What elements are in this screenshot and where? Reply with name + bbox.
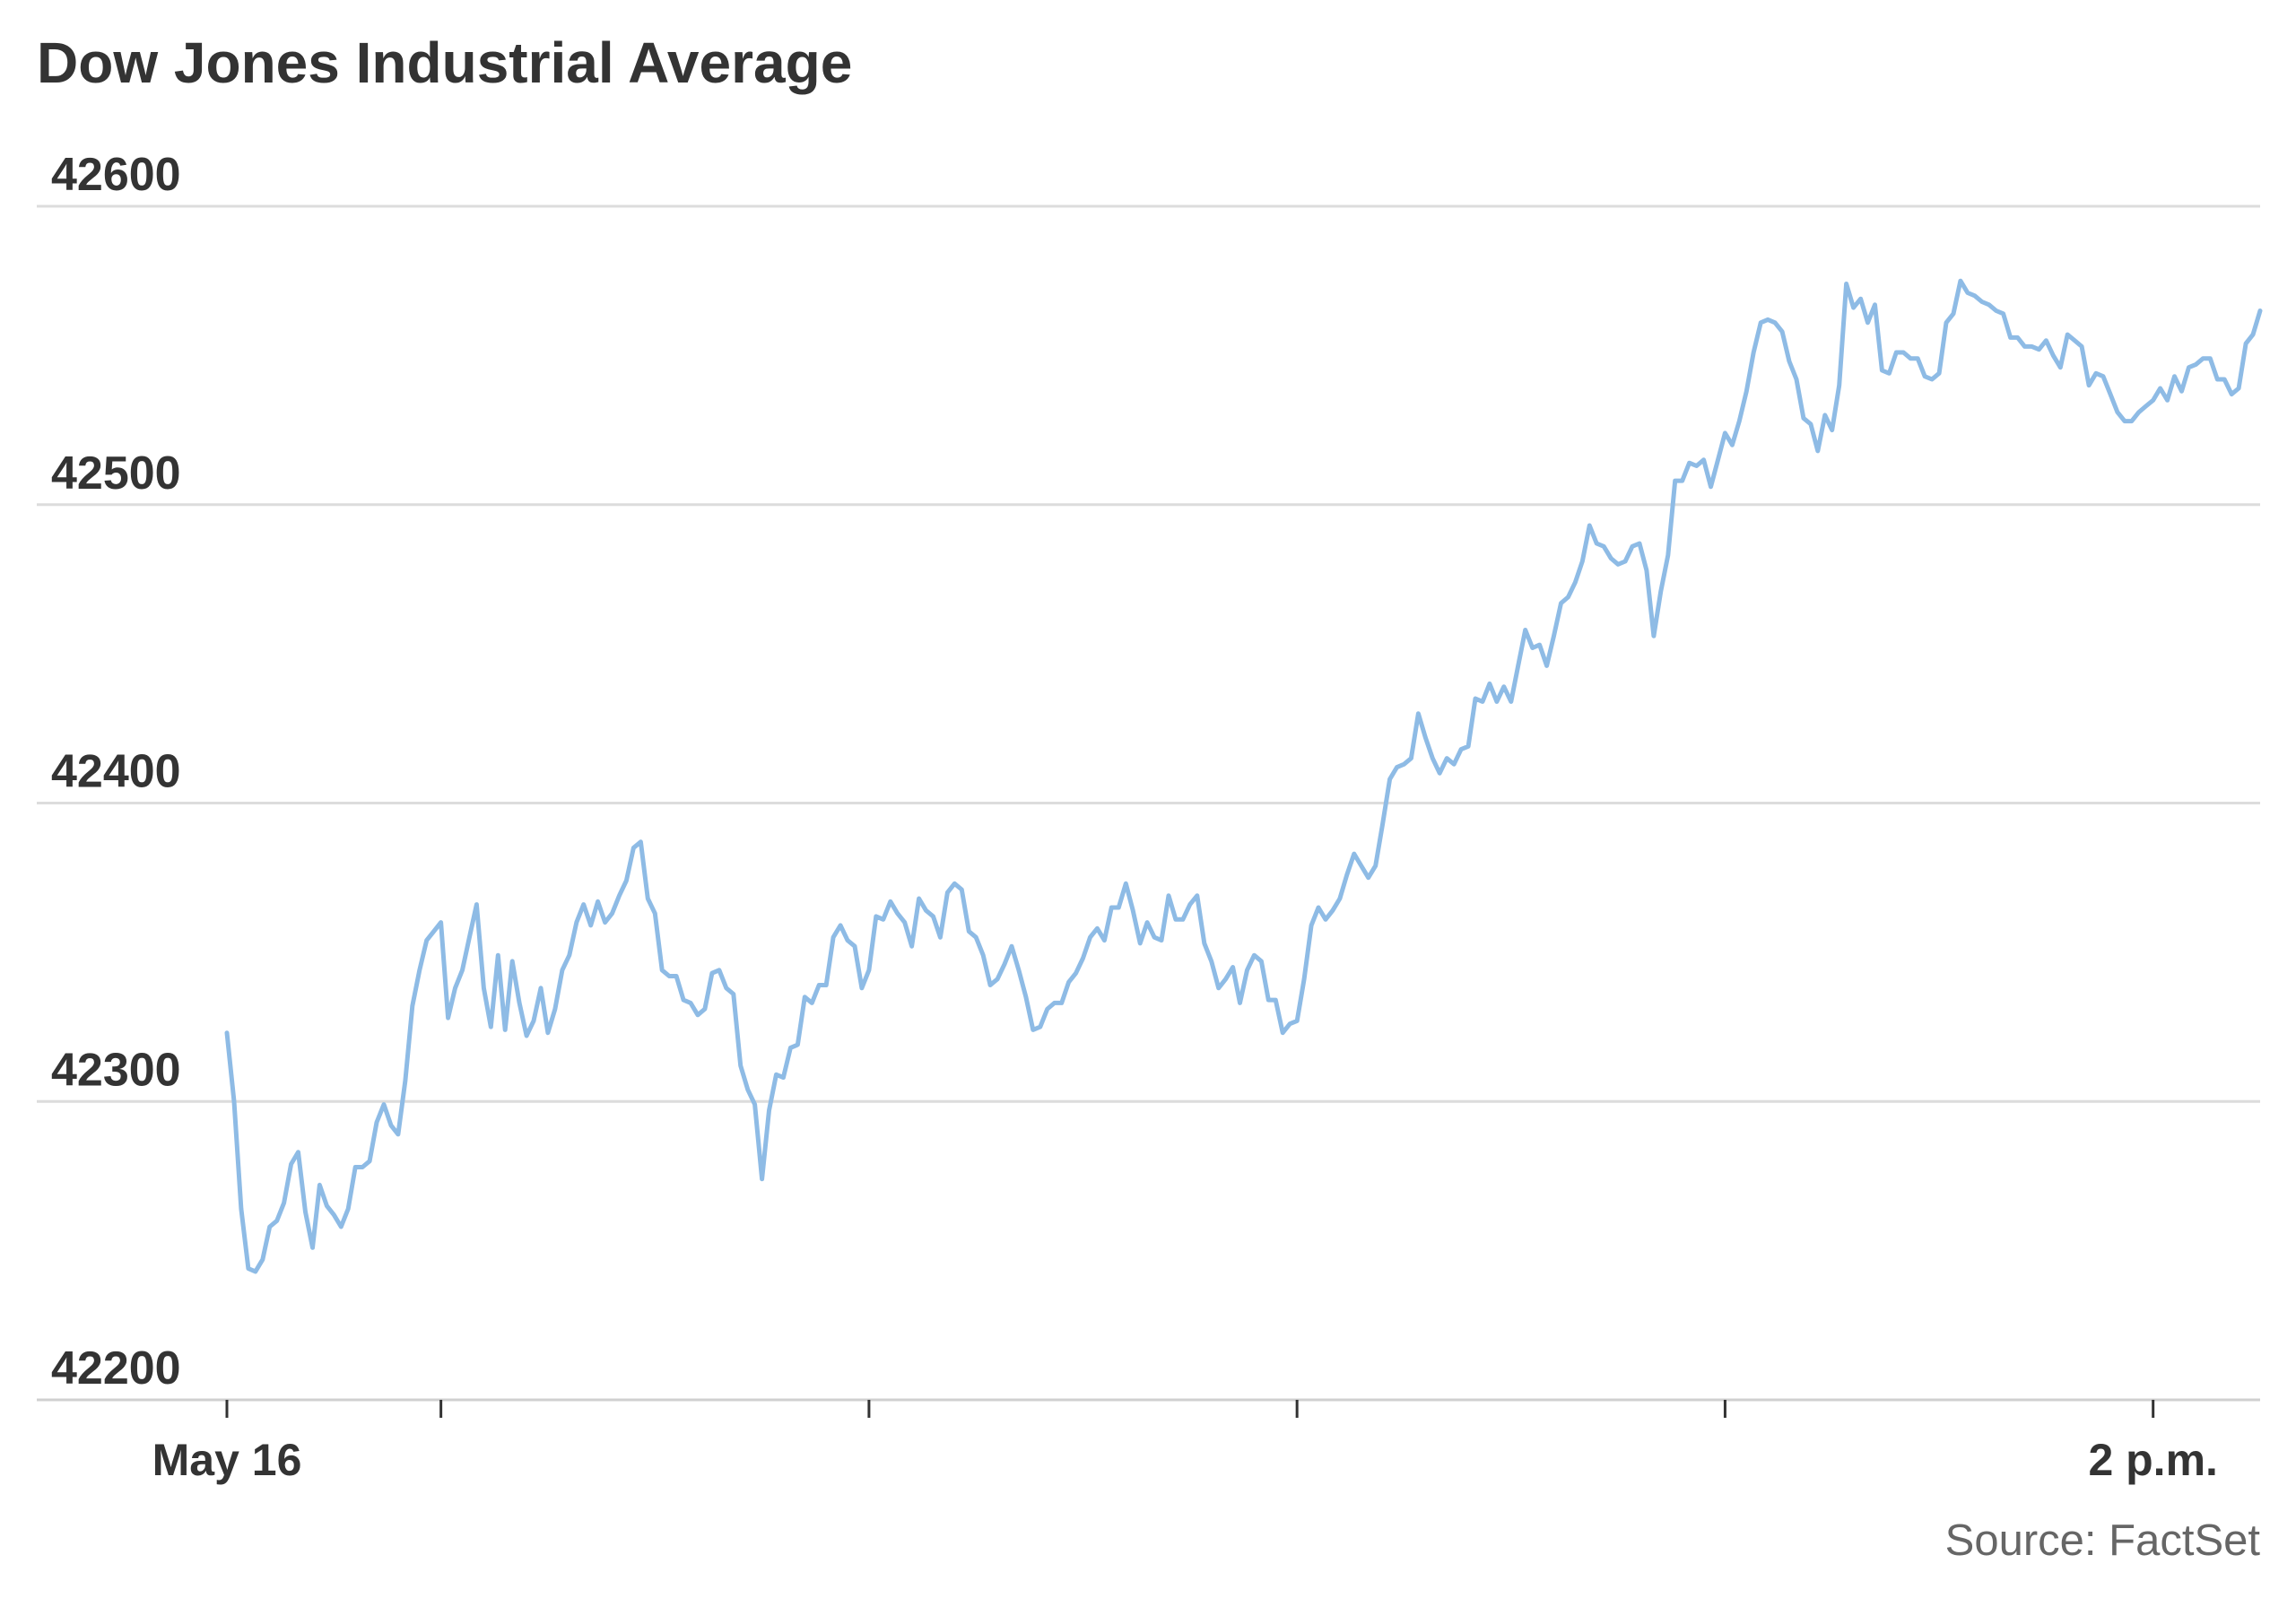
series-line — [224, 278, 2263, 1274]
x-axis: May 16 2 p.m. — [152, 1400, 2218, 1485]
series-layer — [224, 278, 2263, 1274]
y-tick-label: 42600 — [51, 149, 181, 201]
y-tick-label: 42500 — [51, 447, 181, 499]
x-tick-label: May 16 — [152, 1435, 302, 1485]
y-tick-label: 42400 — [51, 746, 181, 798]
chart-title: Dow Jones Industrial Average — [37, 30, 852, 95]
y-tick-label: 42300 — [51, 1044, 181, 1096]
gridlines — [37, 204, 2260, 1402]
source-note: Source: FactSet — [1945, 1516, 2261, 1565]
x-tick-label: 2 p.m. — [2088, 1435, 2217, 1485]
y-tick-label: 42200 — [51, 1342, 181, 1394]
y-axis-labels: 42200 42300 42400 42500 42600 — [51, 149, 181, 1394]
